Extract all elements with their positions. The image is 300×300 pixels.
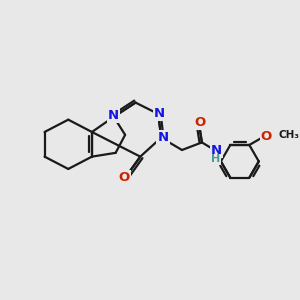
Text: CH₃: CH₃ [279,130,300,140]
Text: H: H [211,154,220,164]
Text: N: N [154,106,165,119]
Text: N: N [211,143,222,157]
Text: N: N [158,131,169,144]
Text: O: O [118,171,130,184]
Text: O: O [261,130,272,143]
Text: N: N [108,110,119,122]
Text: O: O [194,116,206,129]
